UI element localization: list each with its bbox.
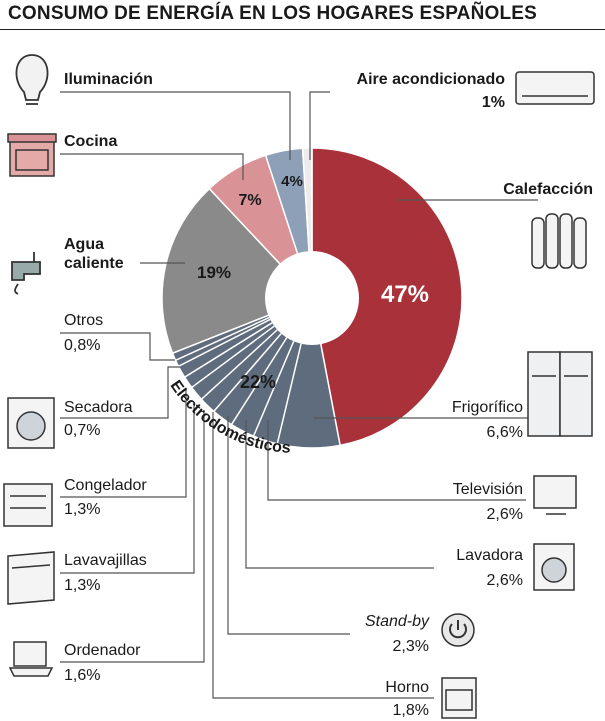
electro-divider (178, 318, 271, 367)
label-frigorifico-pct: 6,6% (486, 424, 523, 441)
slice-label-iluminacion: 4% (281, 173, 303, 190)
radiator-icon (531, 213, 587, 269)
oven-icon (441, 677, 477, 719)
label-lavavajillas: Lavavajillas (64, 552, 147, 569)
label-agua-2: caliente (64, 255, 124, 272)
electro-divider (191, 325, 275, 389)
label-horno-pct: 1,8% (392, 702, 429, 719)
leader-television (267, 420, 526, 501)
label-secadora-pct: 0,7% (64, 422, 101, 439)
electro-divider (276, 343, 302, 445)
leader-lavavajillas (60, 402, 195, 574)
electro-divider (200, 329, 278, 400)
label-otros: Otros (64, 312, 104, 329)
label-otros-pct: 0,8% (64, 337, 101, 354)
label-iluminacion: Iluminación (64, 71, 153, 88)
label-calefaccion: Calefacción (503, 181, 593, 198)
leader-iluminacion (60, 91, 291, 160)
label-ordenador: Ordenador (64, 642, 141, 659)
donut-hole (265, 251, 359, 345)
leader-congelador (60, 390, 187, 498)
air-conditioner-icon (515, 71, 595, 105)
electro-dividers (175, 316, 302, 445)
electro-divider (175, 316, 270, 361)
slice-label-agua: 19% (197, 263, 231, 282)
leader-cocina (60, 153, 244, 180)
electro-divider (252, 340, 295, 437)
label-secadora: Secadora (64, 399, 133, 416)
standby-icon (441, 613, 475, 647)
dryer-icon (7, 397, 55, 449)
label-lavadora-pct: 2,6% (486, 572, 523, 589)
slice-calefaccion (311, 147, 463, 447)
label-congelador: Congelador (64, 477, 147, 494)
slice-label-cocina: 7% (238, 192, 261, 209)
label-lavavajillas-pct: 1,3% (64, 577, 101, 594)
fridge-icon (527, 351, 593, 437)
freezer-icon (3, 483, 53, 527)
label-congelador-pct: 1,3% (64, 501, 101, 518)
label-horno: Horno (385, 679, 429, 696)
label-cocina: Cocina (64, 133, 118, 150)
label-lavadora: Lavadora (456, 547, 523, 564)
leader-otros (60, 332, 175, 361)
label-agua-1: Agua (64, 236, 104, 253)
lightbulb-icon (15, 54, 49, 105)
dishwasher-icon (7, 551, 55, 605)
chart-title: CONSUMO DE ENERGÍA EN LOS HOGARES ESPAÑO… (8, 3, 538, 24)
leader-aire (309, 91, 330, 160)
washing-machine-icon (533, 543, 575, 591)
faucet-icon (11, 252, 41, 295)
label-frigorifico: Frigorífico (451, 399, 523, 416)
label-aire: Aire acondicionado (356, 71, 505, 88)
label-standby: Stand-by (364, 613, 429, 630)
label-standby-pct: 2,3% (392, 638, 429, 655)
label-ordenador-pct: 1,6% (64, 667, 101, 684)
stove-icon (7, 133, 57, 177)
slice-label-calefaccion: 47% (381, 281, 429, 308)
television-icon (533, 475, 577, 515)
electro-divider (213, 333, 282, 412)
label-aire-pct: 1% (481, 94, 505, 111)
label-television: Televisión (452, 481, 523, 498)
computer-icon (8, 641, 54, 677)
leader-ordenador (60, 410, 205, 663)
leader-standby (227, 416, 350, 635)
slice-label-electro: 22% (240, 372, 276, 392)
electro-divider (184, 322, 273, 378)
leader-horno (212, 412, 434, 699)
label-television-pct: 2,6% (486, 506, 523, 523)
electro-divider (230, 337, 288, 425)
leader-secadora (60, 366, 180, 419)
leader-lines (60, 91, 538, 699)
title-rule (0, 29, 605, 30)
leader-lavadora (245, 420, 434, 569)
